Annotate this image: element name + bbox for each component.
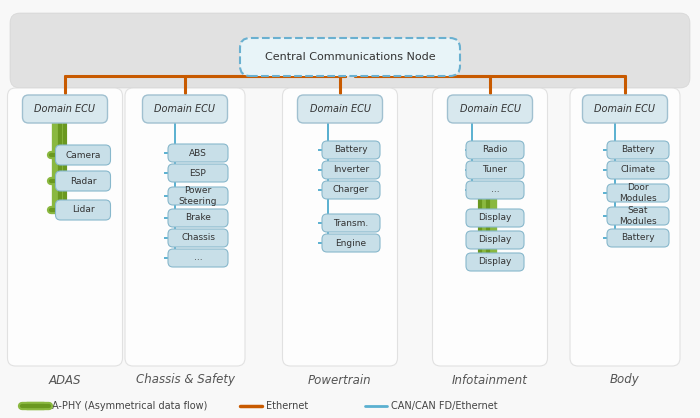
FancyBboxPatch shape [433,88,547,366]
Text: Battery: Battery [621,234,654,242]
FancyBboxPatch shape [125,88,245,366]
FancyBboxPatch shape [168,209,228,227]
Text: Radar: Radar [70,176,97,186]
FancyBboxPatch shape [168,187,228,205]
FancyBboxPatch shape [322,161,380,179]
Text: Domain ECU: Domain ECU [155,104,216,114]
Text: Radio: Radio [482,145,508,155]
FancyBboxPatch shape [168,229,228,247]
FancyBboxPatch shape [607,229,669,247]
FancyBboxPatch shape [607,207,669,225]
Text: Battery: Battery [334,145,368,155]
Text: Tuner: Tuner [482,166,508,174]
FancyBboxPatch shape [55,171,111,191]
Text: Powertrain: Powertrain [308,374,372,387]
FancyBboxPatch shape [322,141,380,159]
Text: Engine: Engine [335,239,367,247]
Text: ...: ... [491,186,499,194]
FancyBboxPatch shape [582,95,668,123]
Text: Display: Display [478,214,512,222]
FancyBboxPatch shape [322,234,380,252]
FancyBboxPatch shape [8,88,122,366]
Text: Brake: Brake [185,214,211,222]
Text: Transm.: Transm. [333,219,369,227]
FancyBboxPatch shape [55,200,111,220]
FancyBboxPatch shape [447,95,533,123]
Text: Domain ECU: Domain ECU [34,104,95,114]
FancyBboxPatch shape [466,161,524,179]
Text: Seat
Modules: Seat Modules [620,206,657,226]
FancyBboxPatch shape [168,249,228,267]
FancyBboxPatch shape [22,95,108,123]
FancyBboxPatch shape [168,164,228,182]
FancyBboxPatch shape [322,214,380,232]
FancyBboxPatch shape [168,144,228,162]
Text: Door
Modules: Door Modules [620,184,657,203]
Text: ESP: ESP [190,168,206,178]
Text: Infotainment: Infotainment [452,374,528,387]
Text: ABS: ABS [189,148,207,158]
FancyBboxPatch shape [143,95,228,123]
Text: Chassis & Safety: Chassis & Safety [136,374,235,387]
FancyBboxPatch shape [283,88,398,366]
FancyBboxPatch shape [322,181,380,199]
FancyBboxPatch shape [55,145,111,165]
Text: Display: Display [478,235,512,245]
Text: Display: Display [478,257,512,267]
FancyBboxPatch shape [298,95,382,123]
Text: ...: ... [194,253,202,263]
Text: Climate: Climate [620,166,655,174]
Text: Domain ECU: Domain ECU [459,104,521,114]
Text: Body: Body [610,374,640,387]
FancyBboxPatch shape [466,209,524,227]
FancyBboxPatch shape [466,231,524,249]
Text: A-PHY (Asymmetrical data flow): A-PHY (Asymmetrical data flow) [52,401,207,411]
FancyBboxPatch shape [10,13,690,88]
Text: Ethernet: Ethernet [266,401,308,411]
FancyBboxPatch shape [240,38,460,76]
FancyBboxPatch shape [607,184,669,202]
Text: Camera: Camera [65,150,101,160]
Text: Central Communications Node: Central Communications Node [265,52,435,62]
Text: Inverter: Inverter [333,166,369,174]
Text: Domain ECU: Domain ECU [309,104,370,114]
FancyBboxPatch shape [466,181,524,199]
Text: Lidar: Lidar [71,206,94,214]
Text: Domain ECU: Domain ECU [594,104,655,114]
FancyBboxPatch shape [570,88,680,366]
Text: Charger: Charger [333,186,369,194]
FancyBboxPatch shape [466,253,524,271]
Text: ADAS: ADAS [49,374,81,387]
FancyBboxPatch shape [466,141,524,159]
FancyBboxPatch shape [607,161,669,179]
Text: CAN/CAN FD/Ethernet: CAN/CAN FD/Ethernet [391,401,498,411]
FancyBboxPatch shape [607,141,669,159]
Text: Power
Steering: Power Steering [178,186,217,206]
Text: Battery: Battery [621,145,654,155]
Text: Chassis: Chassis [181,234,215,242]
